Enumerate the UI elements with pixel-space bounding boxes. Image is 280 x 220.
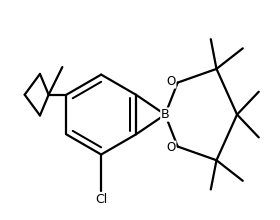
Text: O: O — [167, 75, 176, 88]
Text: B: B — [161, 108, 169, 121]
Text: Cl: Cl — [95, 193, 107, 206]
Text: O: O — [167, 141, 176, 154]
